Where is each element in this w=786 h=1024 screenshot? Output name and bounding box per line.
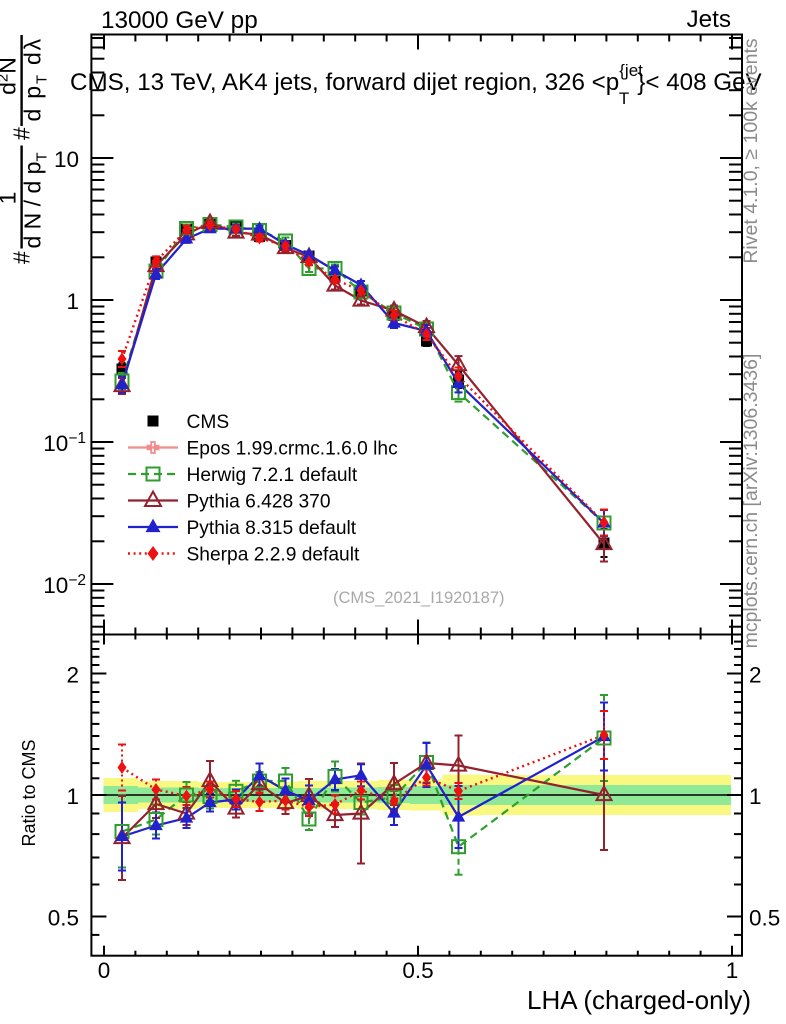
svg-text:1: 1 bbox=[749, 784, 762, 809]
svg-text:Ratio to CMS: Ratio to CMS bbox=[19, 739, 39, 846]
svg-text:Epos 1.99.crmc.1.6.0 lhc: Epos 1.99.crmc.1.6.0 lhc bbox=[187, 439, 399, 460]
svg-text:Rivet 4.1.0, ≥ 100k events: Rivet 4.1.0, ≥ 100k events bbox=[740, 38, 762, 264]
svg-text:d N / d pT: d N / d pT bbox=[20, 152, 51, 248]
svg-text:LHA (charged-only): LHA (charged-only) bbox=[527, 985, 751, 1015]
svg-text:0.5: 0.5 bbox=[402, 958, 433, 983]
svg-text:1: 1 bbox=[726, 958, 739, 983]
svg-text:(CMS_2021_I1920187): (CMS_2021_I1920187) bbox=[333, 589, 505, 607]
svg-text:mcplots.cern.ch [arXiv:1306.34: mcplots.cern.ch [arXiv:1306.3436] bbox=[740, 354, 762, 649]
svg-text:10−2: 10−2 bbox=[43, 572, 86, 598]
svg-text:0: 0 bbox=[98, 958, 111, 983]
svg-text:1: 1 bbox=[0, 192, 21, 205]
svg-text:#: # bbox=[9, 127, 35, 140]
svg-text:Pythia 6.428 370: Pythia 6.428 370 bbox=[187, 492, 331, 513]
svg-text:10: 10 bbox=[54, 147, 79, 172]
svg-text:#: # bbox=[9, 251, 35, 264]
svg-text:d2N: d2N bbox=[0, 57, 21, 95]
svg-text:0.5: 0.5 bbox=[48, 906, 79, 931]
svg-text:10−1: 10−1 bbox=[43, 430, 86, 456]
svg-text:0.5: 0.5 bbox=[749, 906, 780, 931]
svg-text:2: 2 bbox=[66, 663, 79, 688]
svg-text:Jets: Jets bbox=[686, 6, 731, 33]
svg-text:1: 1 bbox=[66, 289, 79, 314]
svg-text:13000 GeV pp: 13000 GeV pp bbox=[101, 7, 258, 34]
svg-text:Sherpa 2.2.9 default: Sherpa 2.2.9 default bbox=[187, 545, 360, 566]
svg-text:1: 1 bbox=[66, 784, 79, 809]
svg-text:Herwig 7.2.1 default: Herwig 7.2.1 default bbox=[187, 465, 358, 486]
svg-text:CMS: CMS bbox=[187, 412, 230, 433]
svg-text:Pythia 8.315 default: Pythia 8.315 default bbox=[187, 518, 357, 539]
svg-text:2: 2 bbox=[749, 663, 762, 688]
